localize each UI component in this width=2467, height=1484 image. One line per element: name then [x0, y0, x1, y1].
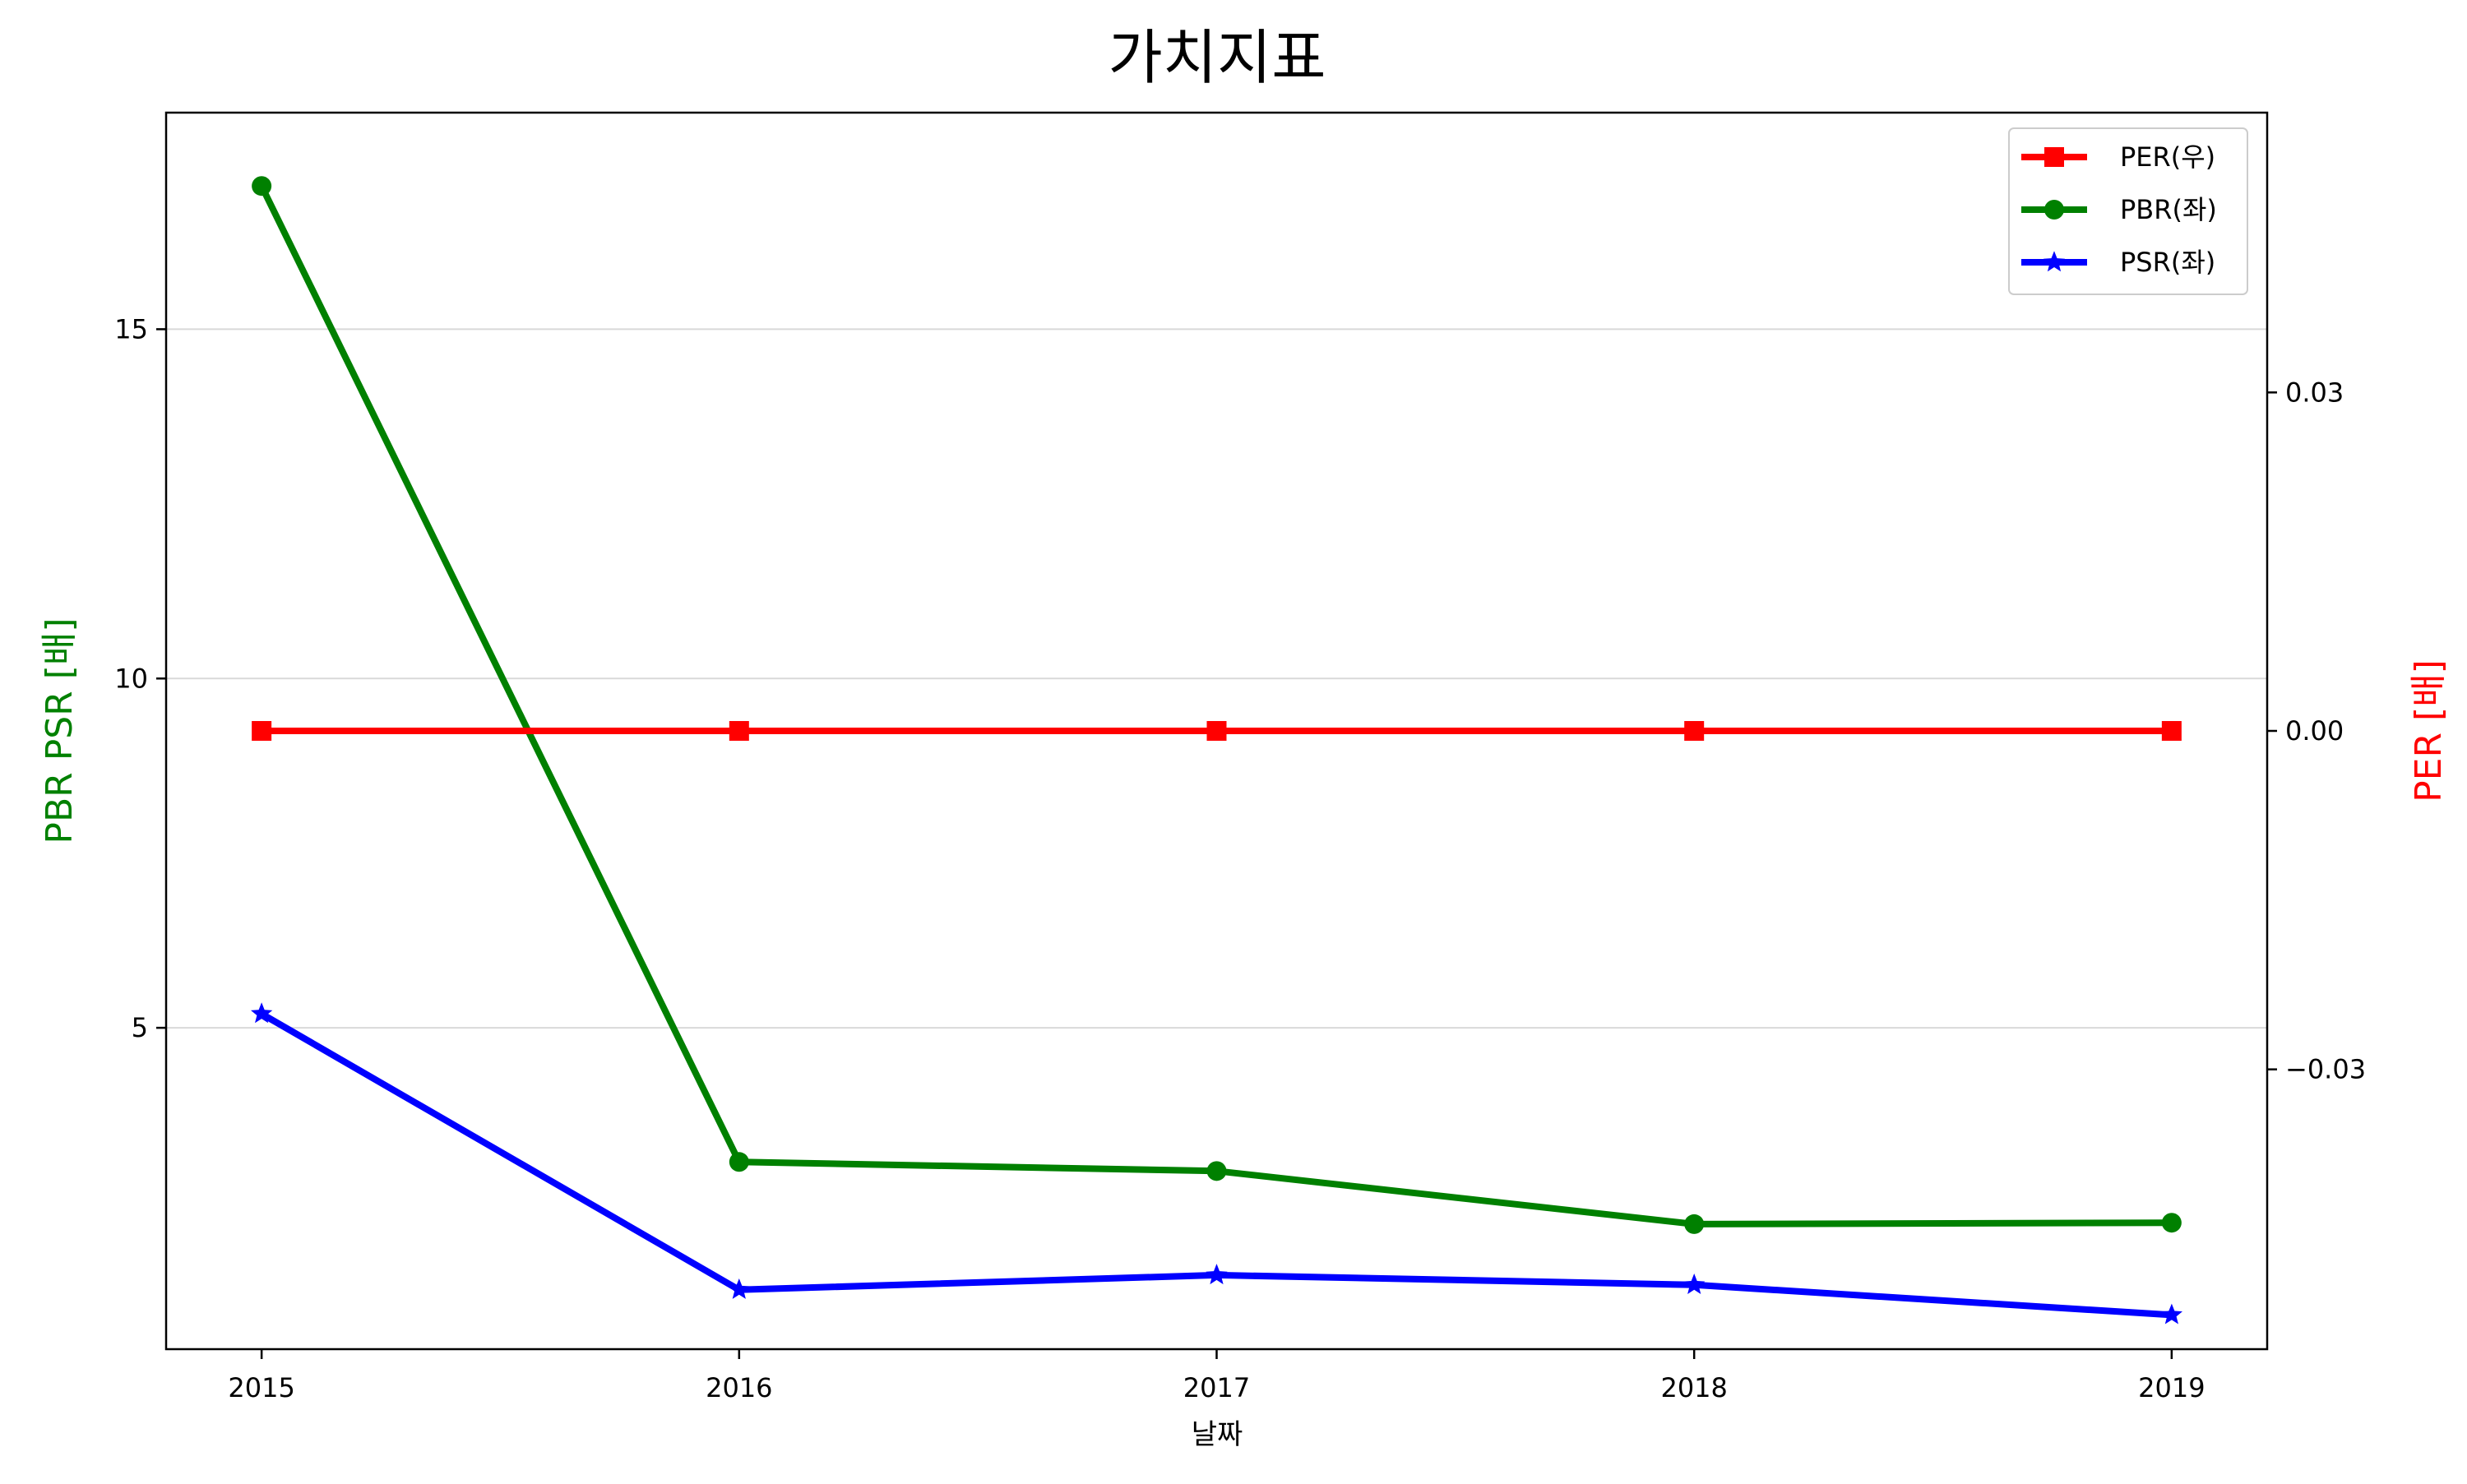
- y-axis-left: 5 10 15: [114, 313, 166, 1043]
- data-point-circle-2016: [729, 1152, 749, 1172]
- y-left-tick-label-15: 15: [114, 313, 148, 344]
- y-left-tick-label-5: 5: [132, 1012, 148, 1043]
- data-point-star-2015: [251, 1002, 273, 1024]
- legend-box: [2008, 127, 2248, 295]
- y-right-tick-label-2: 0.03: [2285, 377, 2344, 408]
- data-point-star-2016: [728, 1278, 750, 1299]
- legend-label-star: PSR(좌): [2120, 247, 2215, 278]
- data-point-star-2019: [2160, 1303, 2182, 1325]
- legend-marker-circle: [2044, 200, 2064, 220]
- x-tick-label-2018: 2018: [1660, 1372, 1727, 1403]
- legend-marker-star: [2043, 251, 2066, 272]
- data-point-circle-2017: [1206, 1161, 1227, 1181]
- data-point-square-2018: [1684, 721, 1705, 741]
- data-point-circle-2015: [252, 176, 272, 196]
- x-axis: 2015 2016 2017 2018 2019: [228, 1349, 2205, 1403]
- x-tick-label-2016: 2016: [706, 1372, 772, 1403]
- y-axis-left-title: PBR PSR [배]: [39, 617, 81, 844]
- data-point-square-2015: [252, 721, 272, 741]
- grid-lines: [166, 328, 2267, 1029]
- data-point-star-2018: [1683, 1274, 1706, 1294]
- series-star: [251, 1002, 2182, 1325]
- x-axis-title: 날짜: [1192, 1418, 1243, 1451]
- data-point-circle-2019: [2161, 1213, 2182, 1233]
- data-point-square-2019: [2161, 721, 2182, 741]
- data-point-square-2017: [1206, 721, 1227, 741]
- data-point-square-2016: [729, 721, 749, 741]
- x-tick-label-2019: 2019: [2138, 1372, 2205, 1403]
- legend-marker-square: [2044, 147, 2064, 167]
- legend-label-circle: PBR(좌): [2120, 194, 2217, 225]
- y-left-tick-label-10: 10: [114, 663, 148, 694]
- x-tick-label-2017: 2017: [1183, 1372, 1250, 1403]
- legend-label-square: PER(우): [2120, 141, 2215, 173]
- data-point-circle-2018: [1684, 1214, 1705, 1234]
- y-axis-right: −0.03 0.00 0.03: [2267, 377, 2366, 1085]
- series-circle: [252, 176, 2182, 1234]
- data-point-star-2017: [1206, 1264, 1228, 1285]
- series-square: [252, 721, 2182, 741]
- legend: PER(우) PBR(좌) PSR(좌): [2008, 127, 2248, 295]
- y-right-tick-label-0: −0.03: [2285, 1054, 2366, 1085]
- chart-title: 가치지표: [1109, 23, 1326, 92]
- plot-series: [251, 176, 2182, 1325]
- x-tick-label-2015: 2015: [228, 1372, 294, 1403]
- y-right-tick-label-1: 0.00: [2285, 715, 2344, 747]
- y-axis-right-title: PER [배]: [2408, 659, 2450, 802]
